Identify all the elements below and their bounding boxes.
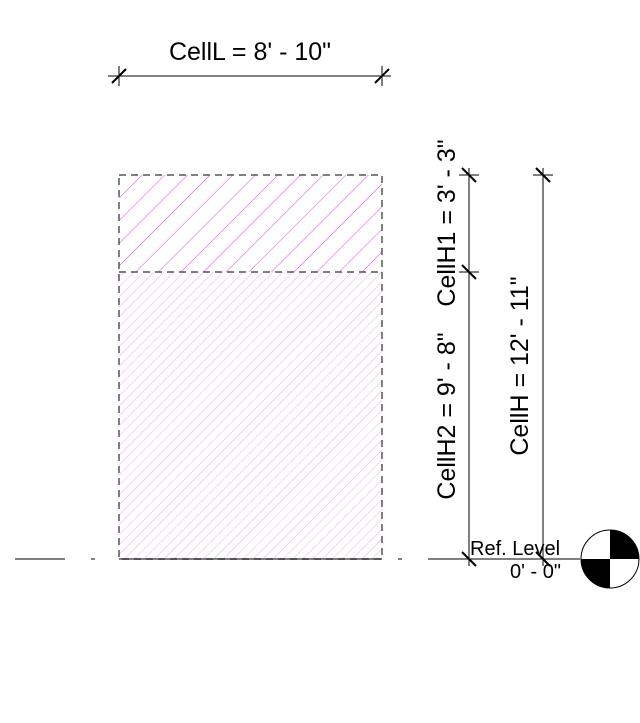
ref-level-marker[interactable]: Ref. Level 0' - 0" xyxy=(470,529,640,589)
dimension-label-cell-height-upper: CellH1 = 3' - 3" xyxy=(433,139,461,306)
dimension-label-cell-height-lower: CellH2 = 9' - 8" xyxy=(433,332,461,499)
dimension-label-cell-length: CellL = 8' - 10" xyxy=(169,38,331,66)
ref-level-elevation: 0' - 0" xyxy=(510,561,561,583)
dimension-label-cell-height-total: CellH = 12' - 11" xyxy=(506,276,534,455)
dimension-cell-height-total[interactable]: CellH = 12' - 11" xyxy=(506,167,553,567)
level-head-icon xyxy=(580,529,640,589)
cell-lower-region xyxy=(119,272,382,559)
dimension-cell-height-chain[interactable]: CellH1 = 3' - 3" CellH2 = 9' - 8" xyxy=(433,139,479,567)
cell-upper-region xyxy=(119,175,382,272)
ref-level-name: Ref. Level xyxy=(470,538,560,560)
dimension-cell-length[interactable]: CellL = 8' - 10" xyxy=(108,38,391,86)
cell-element[interactable] xyxy=(118,174,383,560)
